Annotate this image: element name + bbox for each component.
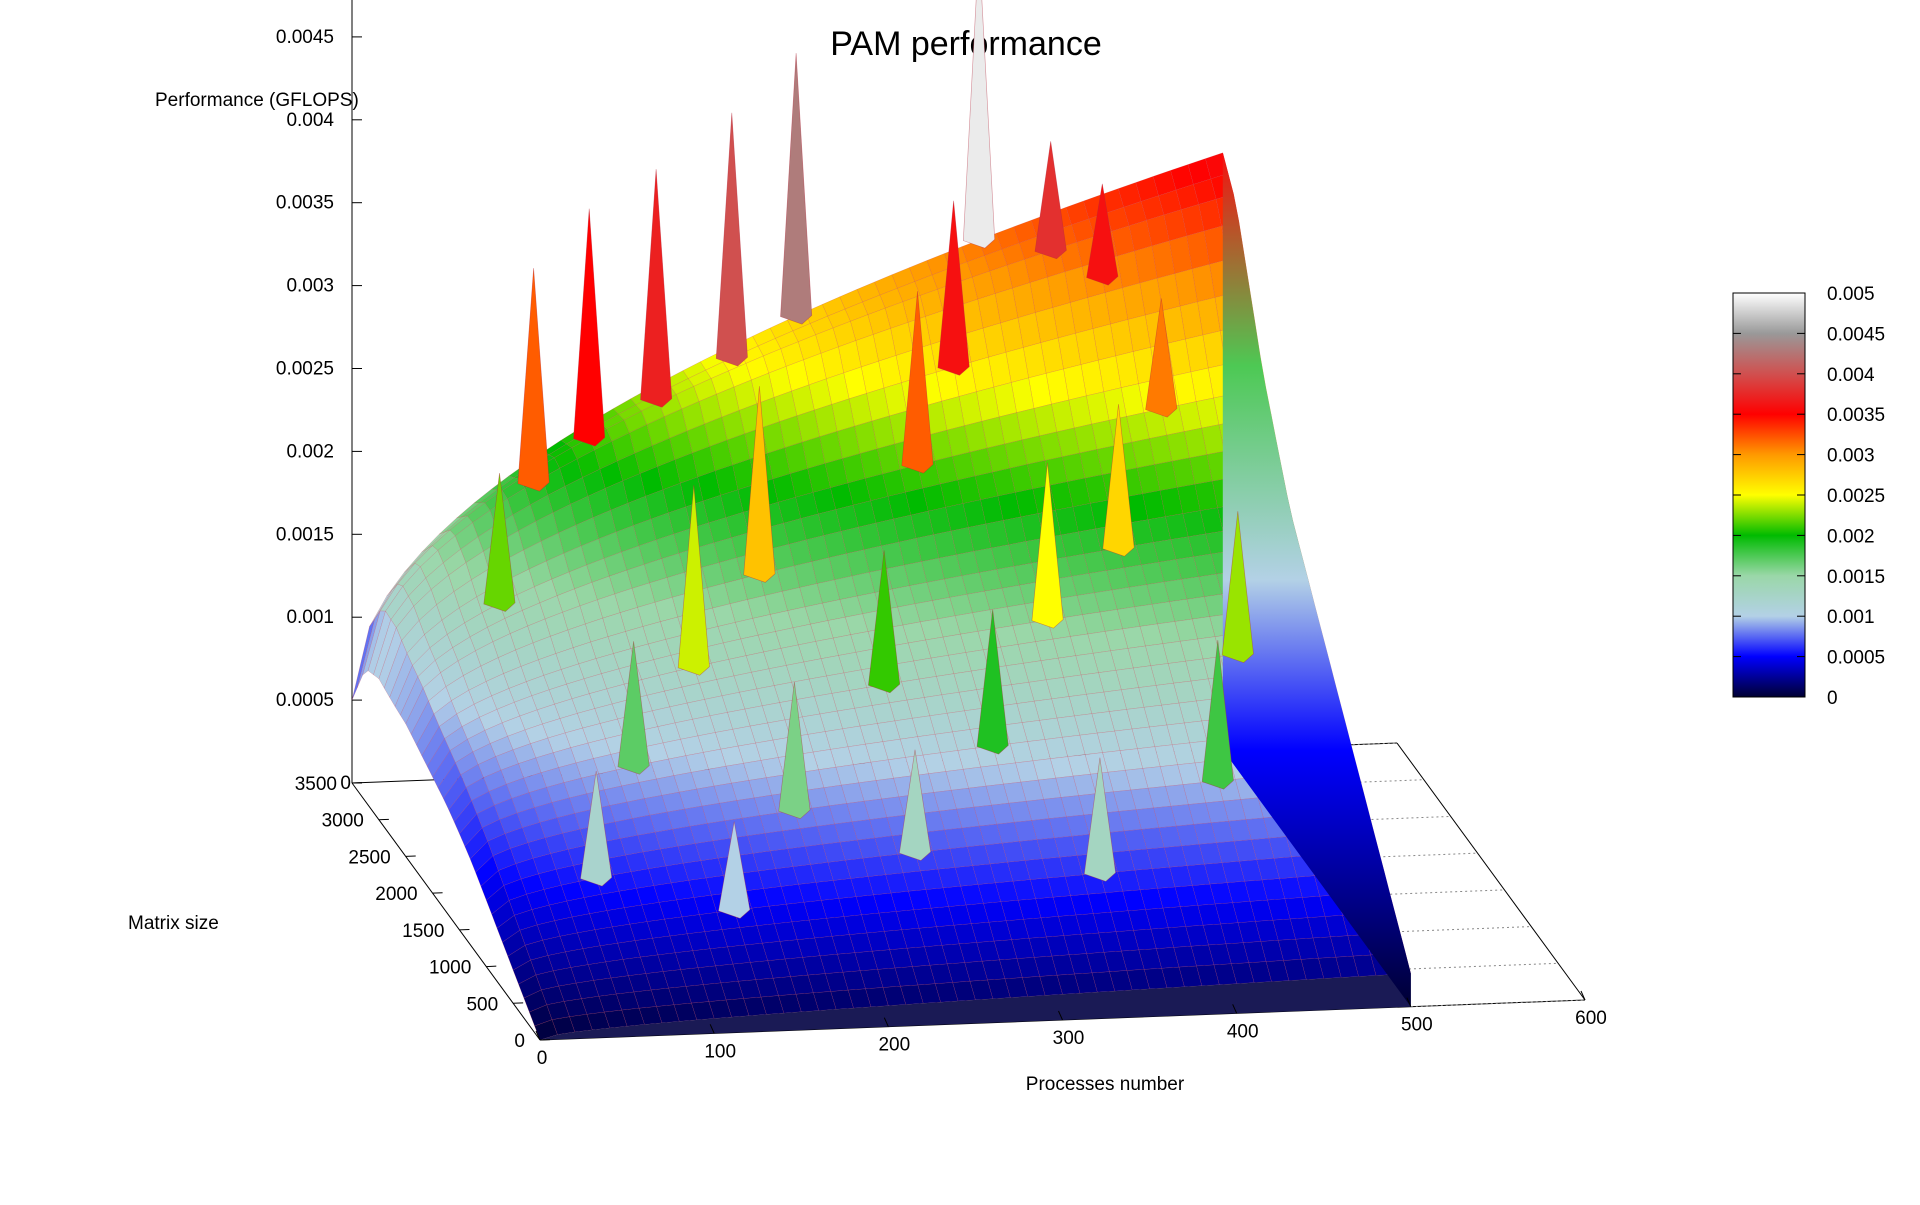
z-tick-label: 0.004 (286, 110, 334, 131)
surface-spike (716, 113, 747, 366)
colorbar-tick-label: 0.005 (1827, 284, 1875, 305)
z-tick-label: 0.0005 (276, 690, 334, 711)
z-tick-label: 0.0025 (276, 359, 334, 380)
colorbar-tick-label: 0.0005 (1827, 648, 1885, 669)
z-tick-label: 0.001 (286, 607, 334, 628)
z-axis-ticks: 0.0005 0.001 0.0015 0.002 0.0025 0.003 0.0035 0… (276, 0, 362, 794)
z-tick-label: 0.003 (286, 276, 334, 297)
surface-spike (781, 53, 812, 324)
surface-spike (641, 169, 672, 407)
x-tick-label: 500 (1401, 1015, 1433, 1036)
x-axis-label: Processes number (1026, 1074, 1185, 1095)
chart-title: PAM performance (830, 25, 1101, 63)
z-tick-label: 0.0015 (276, 524, 334, 545)
colorbar: 0 0.0005 0.001 0.0015 0.002 0.0025 0.003 0.0035… (1733, 284, 1885, 709)
colorbar-tick-label: 0.0025 (1827, 486, 1885, 507)
floor-right-edge (1397, 743, 1585, 1000)
x-tick-label: 200 (878, 1035, 910, 1056)
colorbar-tick-label: 0.001 (1827, 607, 1875, 628)
x-tick-label: 0 (537, 1048, 548, 1069)
x-tick-label: 600 (1575, 1008, 1607, 1029)
y-tick-label: 0 (514, 1031, 525, 1052)
colorbar-tick-label: 0.002 (1827, 526, 1875, 547)
surface-spike (518, 268, 549, 491)
floor-gridline (1384, 963, 1558, 970)
x-tick-label: 400 (1227, 1021, 1259, 1042)
surface-spike (1035, 141, 1066, 258)
surface-spike (574, 209, 605, 446)
z-tick-label: 0 (340, 773, 351, 794)
y-tick-label: 1000 (429, 958, 471, 979)
z-tick-label: 0.0045 (276, 27, 334, 48)
y-tick-label: 3500 (295, 774, 337, 795)
z-axis-label: Performance (GFLOPS) (155, 90, 359, 111)
z-tick-label: 0.0035 (276, 193, 334, 214)
colorbar-tick-label: 0.0015 (1827, 567, 1885, 588)
colorbar-tick-label: 0.0045 (1827, 324, 1885, 345)
x-tick-label: 300 (1053, 1028, 1085, 1049)
y-tick-label: 1500 (402, 921, 444, 942)
colorbar-rect (1733, 293, 1805, 697)
colorbar-tick-label: 0.004 (1827, 365, 1875, 386)
y-tick-label: 3000 (322, 811, 364, 832)
y-tick-label: 2500 (348, 847, 390, 868)
x-tick-label: 100 (704, 1041, 736, 1062)
colorbar-tick-label: 0.003 (1827, 446, 1875, 467)
y-tick-label: 500 (466, 994, 498, 1015)
colorbar-tick-label: 0.0035 (1827, 405, 1885, 426)
y-axis-label: Matrix size (128, 913, 219, 934)
colorbar-tick-label: 0 (1827, 688, 1838, 709)
z-tick-label: 0.002 (286, 441, 334, 462)
y-tick-label: 2000 (375, 884, 417, 905)
